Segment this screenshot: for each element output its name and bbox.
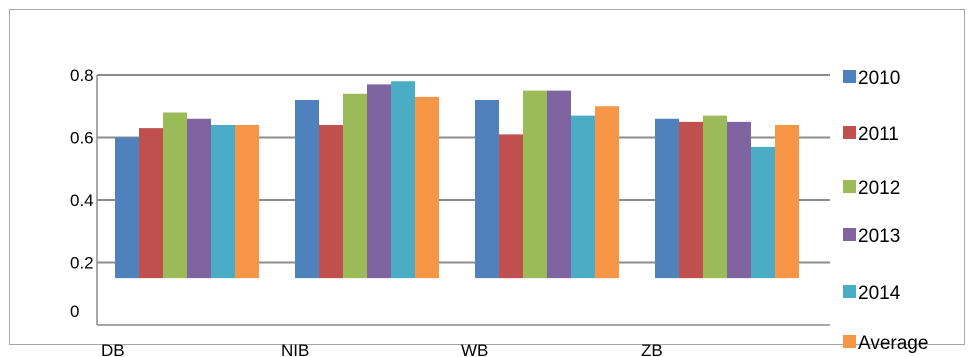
bar-wb-2010 (475, 100, 499, 279)
legend-swatch (843, 335, 856, 348)
x-category-label: ZB (641, 341, 663, 357)
chart-frame (9, 9, 965, 345)
legend-swatch (843, 180, 856, 193)
bar-db-2013 (187, 118, 211, 279)
y-tick-label: 0.6 (70, 129, 94, 148)
legend-label: 2012 (858, 178, 900, 199)
legend-swatch (843, 70, 856, 83)
bar-zb-2010 (655, 118, 679, 279)
bar-wb-2011 (499, 134, 523, 279)
legend-label: Average (858, 333, 928, 354)
bar-wb-average (595, 106, 619, 279)
legend-label: 2011 (858, 124, 899, 145)
bar-db-average (235, 125, 259, 279)
legend-swatch (843, 285, 856, 298)
bar-nib-2012 (343, 93, 367, 279)
bar-wb-2013 (547, 90, 571, 279)
bar-db-2012 (163, 112, 187, 279)
bar-zb-2011 (679, 121, 703, 279)
legend-swatch (843, 126, 856, 139)
legend-label: 2010 (858, 68, 900, 89)
bar-nib-average (415, 96, 439, 279)
y-tick-label: 0.4 (70, 191, 94, 210)
bar-zb-2014 (751, 146, 775, 279)
legend-label: 2014 (858, 283, 901, 304)
bar-nib-2010 (295, 100, 319, 279)
legend-label: 2013 (858, 226, 900, 247)
legend-swatch (843, 228, 856, 241)
bar-db-2011 (139, 128, 163, 279)
bar-nib-2014 (391, 81, 415, 279)
bar-nib-2011 (319, 125, 343, 279)
y-tick-label: 0.2 (70, 254, 94, 273)
bar-wb-2014 (571, 115, 595, 279)
y-tick-label: 0.8 (70, 66, 94, 85)
bar-zb-2012 (703, 115, 727, 279)
bar-zb-average (775, 125, 799, 279)
bar-db-2010 (115, 137, 139, 279)
y-tick-label: 0 (70, 302, 79, 321)
x-category-label: NIB (281, 341, 309, 357)
bar-nib-2013 (367, 84, 391, 279)
x-category-label: WB (461, 341, 488, 357)
bar-db-2014 (211, 125, 235, 279)
x-category-label: DB (101, 341, 125, 357)
bar-wb-2012 (523, 90, 547, 279)
bar-zb-2013 (727, 121, 751, 279)
